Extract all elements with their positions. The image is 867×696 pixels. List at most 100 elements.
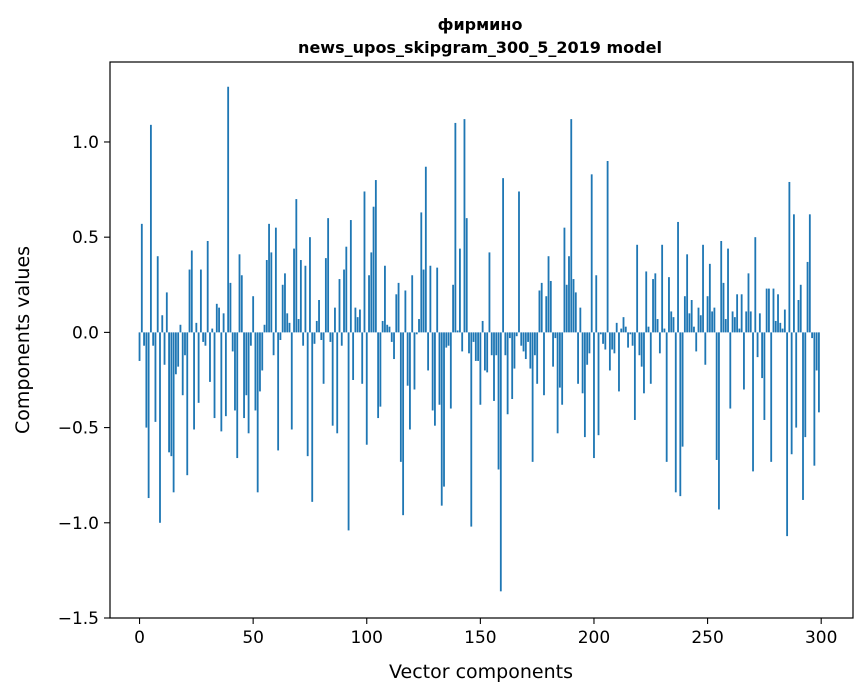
- bar-59: [272, 332, 275, 356]
- bar-264: [738, 328, 741, 333]
- bar-170: [524, 332, 527, 360]
- bar-272: [756, 332, 759, 358]
- bar-201: [595, 275, 598, 333]
- bar-242: [688, 313, 691, 333]
- bar-78: [315, 320, 318, 333]
- bar-255: [718, 332, 720, 510]
- bar-238: [679, 332, 682, 497]
- bar-110: [388, 326, 391, 333]
- bar-258: [724, 319, 727, 333]
- bar-247: [699, 315, 702, 333]
- bar-231: [663, 328, 666, 333]
- bar-52: [256, 332, 259, 493]
- bar-243: [690, 300, 693, 333]
- bar-137: [449, 332, 452, 409]
- x-axis-label: Vector components: [389, 661, 573, 683]
- bar-136: [447, 332, 450, 346]
- bar-192: [574, 292, 577, 333]
- bar-189: [568, 256, 570, 333]
- bar-86: [334, 307, 336, 333]
- bar-121: [413, 332, 416, 390]
- bar-149: [477, 332, 479, 361]
- bar-147: [472, 332, 475, 342]
- bar-298: [815, 332, 818, 371]
- bar-168: [520, 332, 523, 346]
- bar-197: [586, 332, 589, 365]
- bar-132: [438, 332, 441, 405]
- bar-127: [427, 332, 430, 371]
- bar-53: [259, 332, 261, 392]
- bar-234: [670, 311, 673, 333]
- bar-246: [697, 307, 700, 333]
- bar-48: [247, 332, 250, 434]
- chart-title-line1: фирмино: [438, 15, 523, 34]
- bar-75: [309, 237, 311, 333]
- bar-50: [252, 296, 255, 333]
- bar-88: [338, 279, 341, 333]
- y-axis-ticks: −1.5 −1.0 −0.5 0.0 0.5 1.0: [58, 133, 110, 629]
- bar-118: [406, 332, 409, 386]
- bar-73: [304, 265, 307, 333]
- bar-216: [629, 332, 632, 335]
- plot-frame: [109, 61, 854, 619]
- bar-119: [409, 332, 411, 430]
- bar-26: [197, 332, 200, 403]
- bar-290: [797, 300, 800, 333]
- bar-195: [581, 332, 584, 394]
- bar-166: [515, 332, 518, 337]
- bar-245: [695, 332, 698, 352]
- bar-62: [279, 332, 282, 340]
- bar-235: [672, 317, 675, 333]
- bar-209: [613, 332, 616, 354]
- bar-13: [168, 332, 170, 453]
- bar-15: [172, 332, 175, 493]
- bar-167: [518, 191, 520, 333]
- x-tick-label: 250: [691, 628, 723, 648]
- bar-210: [615, 322, 618, 333]
- bar-108: [384, 265, 386, 333]
- bar-124: [420, 212, 423, 333]
- bar-183: [554, 332, 557, 339]
- bar-24: [193, 332, 195, 430]
- bar-279: [772, 288, 775, 333]
- bar-176: [538, 290, 541, 333]
- bar-93: [349, 220, 352, 333]
- bar-131: [436, 267, 439, 333]
- bar-5: [149, 124, 152, 333]
- bar-291: [799, 284, 802, 333]
- bar-191: [572, 279, 575, 333]
- x-tick-label: 200: [578, 628, 610, 648]
- bar-152: [484, 332, 486, 371]
- bar-265: [740, 294, 743, 333]
- bar-221: [640, 332, 643, 367]
- bar-82: [324, 258, 327, 333]
- bar-161: [504, 332, 507, 356]
- bar-163: [508, 332, 511, 339]
- bar-18: [179, 324, 182, 333]
- bar-240: [683, 296, 686, 333]
- bar-282: [779, 322, 782, 333]
- bar-141: [459, 248, 461, 333]
- bar-83: [327, 218, 330, 333]
- bar-230: [661, 244, 664, 333]
- bar-286: [788, 181, 791, 333]
- bar-102: [370, 252, 373, 333]
- bar-181: [549, 280, 552, 333]
- bar-106: [379, 332, 382, 407]
- bar-225: [649, 332, 652, 384]
- bar-42: [234, 332, 236, 411]
- bar-58: [270, 252, 273, 333]
- bar-107: [381, 320, 384, 333]
- bar-288: [793, 214, 795, 333]
- bar-100: [365, 332, 368, 445]
- bar-249: [704, 332, 707, 365]
- bar-95: [354, 307, 357, 333]
- bar-212: [620, 328, 623, 333]
- bar-203: [599, 332, 602, 335]
- bar-10: [161, 315, 164, 333]
- bar-71: [299, 260, 302, 333]
- bar-287: [790, 332, 793, 455]
- bar-184: [556, 332, 559, 434]
- bar-112: [393, 332, 395, 360]
- bar-34: [215, 303, 218, 333]
